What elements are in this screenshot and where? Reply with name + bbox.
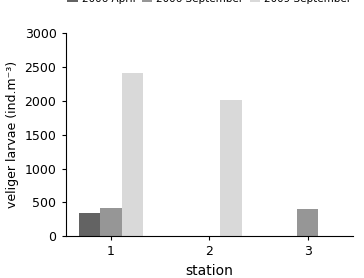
Bar — [100, 208, 122, 236]
Legend: 2006 April, 2006 September, 2009 September: 2006 April, 2006 September, 2009 Septemb… — [67, 0, 351, 4]
Bar — [79, 213, 100, 236]
Bar — [122, 73, 143, 236]
Bar — [297, 209, 318, 236]
Y-axis label: veliger larvae (ind.m⁻³): veliger larvae (ind.m⁻³) — [6, 61, 19, 208]
Bar — [220, 100, 242, 236]
X-axis label: station: station — [185, 264, 233, 278]
